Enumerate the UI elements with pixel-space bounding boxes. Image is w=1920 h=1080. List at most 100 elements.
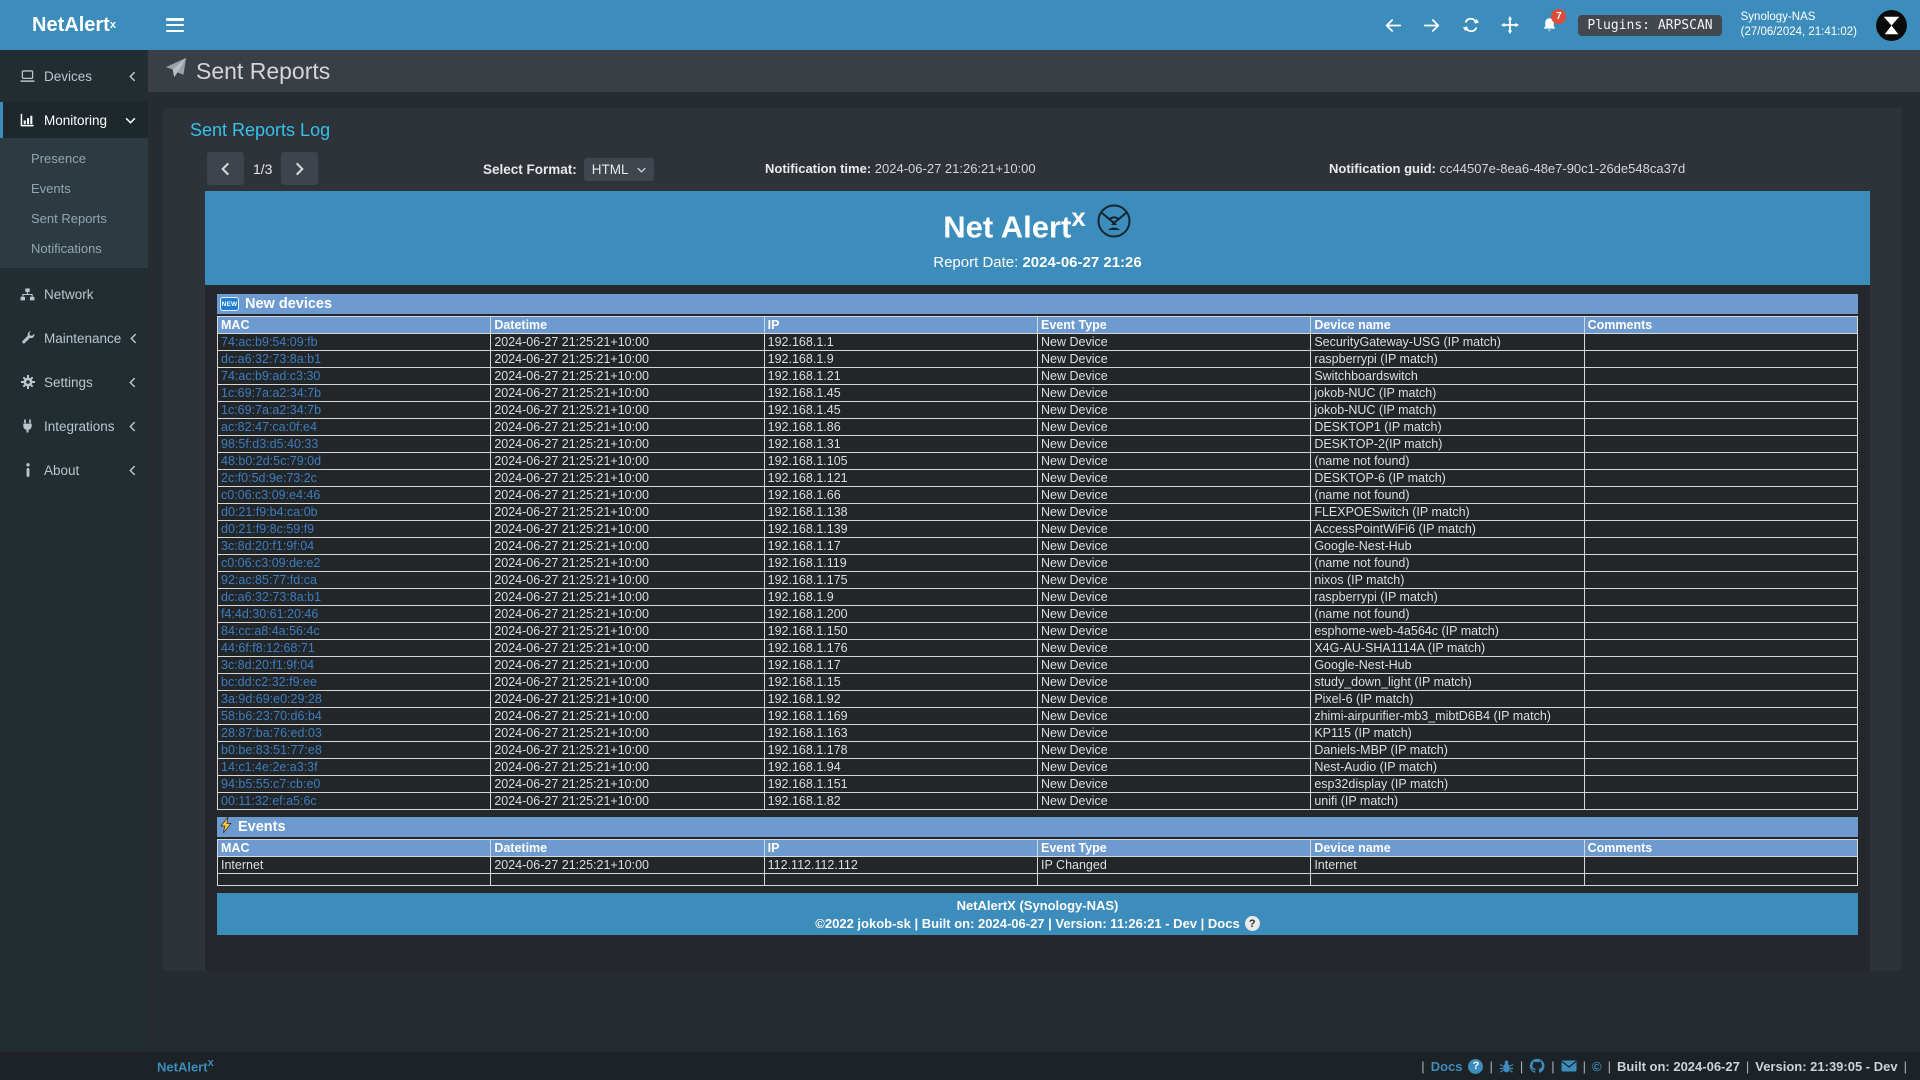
app-logo[interactable]: NetAlert x <box>0 0 148 50</box>
sidebar-item-maintenance[interactable]: Maintenance <box>0 320 148 356</box>
mac-link[interactable]: 74:ac:b9:ad:c3:30 <box>221 369 321 383</box>
sidebar-item-monitoring[interactable]: Monitoring <box>0 102 148 138</box>
github-icon[interactable] <box>1529 1058 1545 1074</box>
datetime-cell: 2024-06-27 21:25:21+10:00 <box>490 367 765 385</box>
mac-link[interactable]: 00:11:32:ef:a5:6c <box>221 794 317 808</box>
comments-cell <box>1583 333 1859 351</box>
sidebar-item-network[interactable]: Network <box>0 276 148 312</box>
mac-link[interactable]: 44:6f:f8:12:68:71 <box>221 641 315 655</box>
sidebar-toggle-icon[interactable] <box>166 18 184 32</box>
event-type-cell: New Device <box>1036 775 1312 793</box>
mac-link[interactable]: 28:87:ba:76:ed:03 <box>221 726 322 740</box>
prev-page-button[interactable] <box>207 152 244 185</box>
mac-link[interactable]: 1c:69:7a:a2:34:7b <box>221 386 322 400</box>
datetime-cell: 2024-06-27 21:25:21+10:00 <box>490 554 765 572</box>
host-name: Synology-NAS <box>1740 11 1816 24</box>
mac-link[interactable]: 84:cc:a8:4a:56:4c <box>221 624 320 638</box>
events-section-bar: Events <box>217 816 1858 837</box>
comments-cell <box>1583 792 1859 810</box>
table-row: 74:ac:b9:54:09:fb 2024-06-27 21:25:21+10… <box>216 333 1859 351</box>
paper-plane-icon <box>164 57 188 85</box>
mac-link[interactable]: 3a:9d:69:e0:29:28 <box>221 692 322 706</box>
sidebar-item-label: Devices <box>44 68 93 84</box>
docs-link[interactable]: Docs <box>1430 1058 1463 1074</box>
report-date-label: Report Date: <box>933 254 1019 271</box>
move-icon[interactable] <box>1500 15 1520 35</box>
mac-cell: 74:ac:b9:54:09:fb <box>216 333 492 351</box>
event-type-cell: New Device <box>1036 486 1312 504</box>
avatar[interactable] <box>1876 9 1907 41</box>
mac-link[interactable]: dc:a6:32:73:8a:b1 <box>221 352 322 366</box>
mac-link[interactable]: c0:06:c3:09:de:e2 <box>221 556 321 570</box>
card-section-title: Sent Reports Log <box>190 120 331 140</box>
mac-link[interactable]: 74:ac:b9:54:09:fb <box>221 335 318 349</box>
mac-link[interactable]: d0:21:f9:8c:59:f9 <box>221 522 315 536</box>
laptop-icon <box>20 69 35 83</box>
mac-cell: c0:06:c3:09:e4:46 <box>216 486 492 504</box>
sidebar-item-about[interactable]: About <box>0 452 148 488</box>
table-row: bc:dd:c2:32:f9:ee 2024-06-27 21:25:21+10… <box>216 673 1859 691</box>
sidebar-subitem-sent-reports[interactable]: Sent Reports <box>31 210 107 226</box>
ip-cell: 192.168.1.178 <box>763 741 1038 759</box>
col-event-type: Event Type <box>1036 839 1312 857</box>
mac-link[interactable]: 3c:8d:20:f1:9f:04 <box>221 539 315 553</box>
device-name-cell: (name not found) <box>1310 554 1585 572</box>
sidebar-item-integrations[interactable]: Integrations <box>0 408 148 444</box>
question-circle-icon[interactable]: ? <box>1468 1058 1484 1074</box>
back-arrow-icon[interactable] <box>1383 15 1403 35</box>
mac-link[interactable]: dc:a6:32:73:8a:b1 <box>221 590 322 604</box>
plugins-badge[interactable]: Plugins: ARPSCAN <box>1578 14 1722 36</box>
sidebar-subitem-events[interactable]: Events <box>31 180 71 196</box>
mac-link[interactable]: ac:82:47:ca:0f:e4 <box>221 420 317 434</box>
refresh-icon[interactable] <box>1461 15 1481 35</box>
mail-icon[interactable] <box>1561 1060 1577 1072</box>
ip-cell: 192.168.1.92 <box>763 690 1038 708</box>
mac-link[interactable]: b0:be:83:51:77:e8 <box>221 743 322 757</box>
mac-link[interactable]: 94:b5:55:c7:cb:e0 <box>221 777 321 791</box>
next-page-button[interactable] <box>281 152 319 185</box>
mac-link[interactable]: 98:5f:d3:d5:40:33 <box>221 437 319 451</box>
mac-link[interactable]: 48:b0:2d:5c:79:0d <box>221 454 322 468</box>
col-ip: IP <box>763 316 1038 334</box>
notification-time: Notification time: 2024-06-27 21:26:21+1… <box>765 161 1036 176</box>
footer-brand[interactable]: NetAlertx <box>157 1057 214 1075</box>
mac-link[interactable]: c0:06:c3:09:e4:46 <box>221 488 321 502</box>
comments-cell <box>1583 554 1859 572</box>
sidebar-item-settings[interactable]: Settings <box>0 364 148 400</box>
table-row: 84:cc:a8:4a:56:4c 2024-06-27 21:25:21+10… <box>216 622 1859 640</box>
copyright-icon[interactable]: © <box>1592 1058 1602 1074</box>
table-row: 14:c1:4e:2e:a3:3f 2024-06-27 21:25:21+10… <box>216 758 1859 776</box>
mac-cell: 48:b0:2d:5c:79:0d <box>216 452 492 470</box>
chevron-left-icon <box>129 465 136 476</box>
sidebar-item-label: About <box>44 462 80 478</box>
sidebar-subitem-notifications[interactable]: Notifications <box>31 240 102 256</box>
datetime-cell: 2024-06-27 21:25:21+10:00 <box>490 350 765 368</box>
table-row: 48:b0:2d:5c:79:0d 2024-06-27 21:25:21+10… <box>216 452 1859 470</box>
forward-arrow-icon[interactable] <box>1422 15 1442 35</box>
mac-link[interactable]: 92:ac:85:77:fd:ca <box>221 573 317 587</box>
bell-icon[interactable]: 7 <box>1539 9 1567 35</box>
device-name-cell: AccessPointWiFi6 (IP match) <box>1310 520 1585 538</box>
datetime-cell: 2024-06-27 21:25:21+10:00 <box>490 707 765 725</box>
mac-link[interactable]: 3c:8d:20:f1:9f:04 <box>221 658 315 672</box>
datetime-cell: 2024-06-27 21:25:21+10:00 <box>490 571 765 589</box>
datetime-cell: 2024-06-27 21:25:21+10:00 <box>490 856 765 874</box>
footer-bar: NetAlertx | Docs ? | | | | © | Built on:… <box>0 1052 1920 1080</box>
bug-icon[interactable] <box>1499 1059 1514 1074</box>
device-name-cell: KP115 (IP match) <box>1310 724 1585 742</box>
mac-link[interactable]: d0:21:f9:b4:ca:0b <box>221 505 318 519</box>
sidebar-item-devices[interactable]: Devices <box>0 58 148 94</box>
mac-link[interactable]: 58:b6:23:70:d6:b4 <box>221 709 322 723</box>
format-select[interactable]: HTML <box>583 158 654 181</box>
mac-link[interactable]: 14:c1:4e:2e:a3:3f <box>221 760 318 774</box>
mac-link[interactable]: 1c:69:7a:a2:34:7b <box>221 403 322 417</box>
mac-link[interactable]: f4:4d:30:61:20:46 <box>221 607 319 621</box>
mac-cell: f4:4d:30:61:20:46 <box>216 605 492 623</box>
mac-link[interactable]: 2c:f0:5d:9e:73:2c <box>221 471 317 485</box>
datetime-cell: 2024-06-27 21:25:21+10:00 <box>490 384 765 402</box>
event-type-cell: New Device <box>1036 503 1312 521</box>
sidebar-subitem-presence[interactable]: Presence <box>31 150 86 166</box>
event-type-cell: New Device <box>1036 656 1312 674</box>
mac-link[interactable]: bc:dd:c2:32:f9:ee <box>221 675 317 689</box>
lightning-icon <box>220 816 232 837</box>
